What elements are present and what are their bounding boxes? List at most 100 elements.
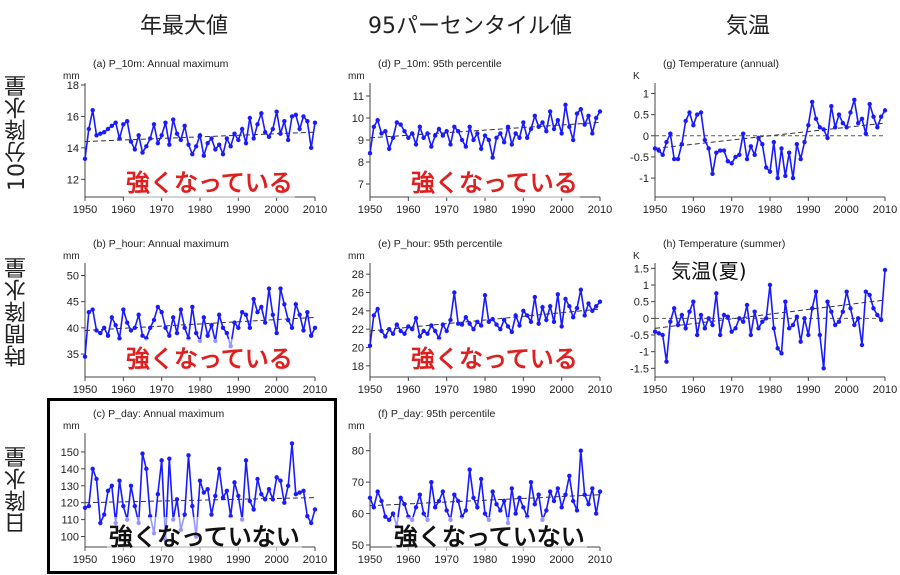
data-point <box>668 131 673 136</box>
data-point <box>105 333 111 338</box>
data-point <box>590 308 595 314</box>
data-point <box>744 156 750 162</box>
x-tick-label: 2000 <box>264 204 288 216</box>
data-point <box>371 505 377 510</box>
data-point <box>394 120 400 125</box>
data-point <box>259 304 264 310</box>
chart-title: (a) P_10m: Annual maximum <box>93 58 229 70</box>
data-point <box>243 140 249 146</box>
data-point <box>498 508 503 513</box>
data-point <box>209 323 214 328</box>
data-point <box>163 120 168 125</box>
data-point <box>547 109 553 114</box>
data-point <box>859 342 865 348</box>
x-tick-label: 1970 <box>434 204 458 216</box>
data-point <box>117 136 122 141</box>
chart-title: (e) P_hour: 95th percentile <box>378 238 502 250</box>
data-point <box>721 312 727 318</box>
data-point <box>570 137 576 143</box>
data-point <box>383 334 388 339</box>
x-tick-label: 2000 <box>834 204 858 216</box>
data-point <box>90 107 95 113</box>
data-point <box>201 315 207 320</box>
data-point <box>660 152 665 158</box>
data-point <box>402 501 407 507</box>
data-point <box>471 495 476 501</box>
data-point <box>752 309 757 314</box>
data-point <box>694 112 700 117</box>
data-point <box>216 466 222 472</box>
data-point <box>528 479 534 485</box>
data-point <box>432 133 438 138</box>
data-point <box>547 489 553 494</box>
data-point <box>379 131 384 136</box>
data-point <box>806 332 811 338</box>
data-point <box>505 124 511 129</box>
y-tick-label: 80 <box>352 446 364 458</box>
data-point <box>140 451 145 456</box>
data-point <box>94 328 99 333</box>
data-point <box>660 332 665 338</box>
data-point <box>121 122 126 127</box>
data-point <box>490 155 495 160</box>
y-tick-label: 50 <box>67 270 79 282</box>
y-tick-label: 26 <box>352 288 364 300</box>
data-point <box>205 486 210 492</box>
data-point <box>509 329 515 335</box>
data-point <box>790 322 796 328</box>
data-point <box>783 299 788 304</box>
y-tick-label: 16 <box>67 111 79 123</box>
data-point <box>220 495 226 500</box>
x-tick-label: 1980 <box>188 554 212 566</box>
data-point <box>471 326 476 332</box>
data-point <box>386 146 392 151</box>
data-point <box>274 109 279 114</box>
data-point <box>494 135 499 140</box>
data-point <box>274 330 279 336</box>
data-point <box>532 501 538 507</box>
data-point <box>224 136 230 141</box>
data-point <box>490 489 495 494</box>
data-point <box>486 137 492 143</box>
data-point <box>578 448 584 453</box>
data-point <box>760 319 765 324</box>
data-point <box>878 317 884 323</box>
data-point <box>417 492 423 497</box>
column-header-temperature: 気温 <box>726 14 771 39</box>
data-point <box>236 493 241 499</box>
x-tick-label: 2010 <box>588 554 612 566</box>
data-point <box>274 475 279 480</box>
data-point <box>536 321 541 326</box>
data-point <box>844 125 849 130</box>
data-point <box>266 134 272 140</box>
x-tick-label: 1980 <box>473 554 497 566</box>
data-point <box>875 312 880 318</box>
data-point <box>532 294 538 300</box>
data-point <box>475 319 480 325</box>
data-point <box>675 322 681 328</box>
data-point <box>756 326 761 331</box>
data-point <box>802 316 807 321</box>
column-header-annual-max: 年最大値 <box>140 14 229 39</box>
data-point <box>285 137 291 143</box>
data-point <box>297 312 302 317</box>
data-point <box>144 466 149 472</box>
data-point <box>448 317 453 323</box>
data-point <box>285 483 291 488</box>
data-point <box>174 497 180 502</box>
data-point <box>809 99 815 105</box>
data-point <box>132 503 138 509</box>
data-point <box>844 289 849 294</box>
data-point <box>109 123 115 129</box>
x-tick-label: 2010 <box>303 554 327 566</box>
data-point <box>551 126 557 132</box>
data-point <box>455 498 461 504</box>
data-point <box>455 321 461 326</box>
data-point <box>228 144 233 149</box>
data-point <box>714 291 719 296</box>
y-tick-label: 9 <box>358 135 364 147</box>
data-point <box>301 488 306 494</box>
y-tick-label: 50 <box>352 540 364 552</box>
data-point <box>540 304 545 310</box>
x-tick-label: 1960 <box>111 384 135 396</box>
